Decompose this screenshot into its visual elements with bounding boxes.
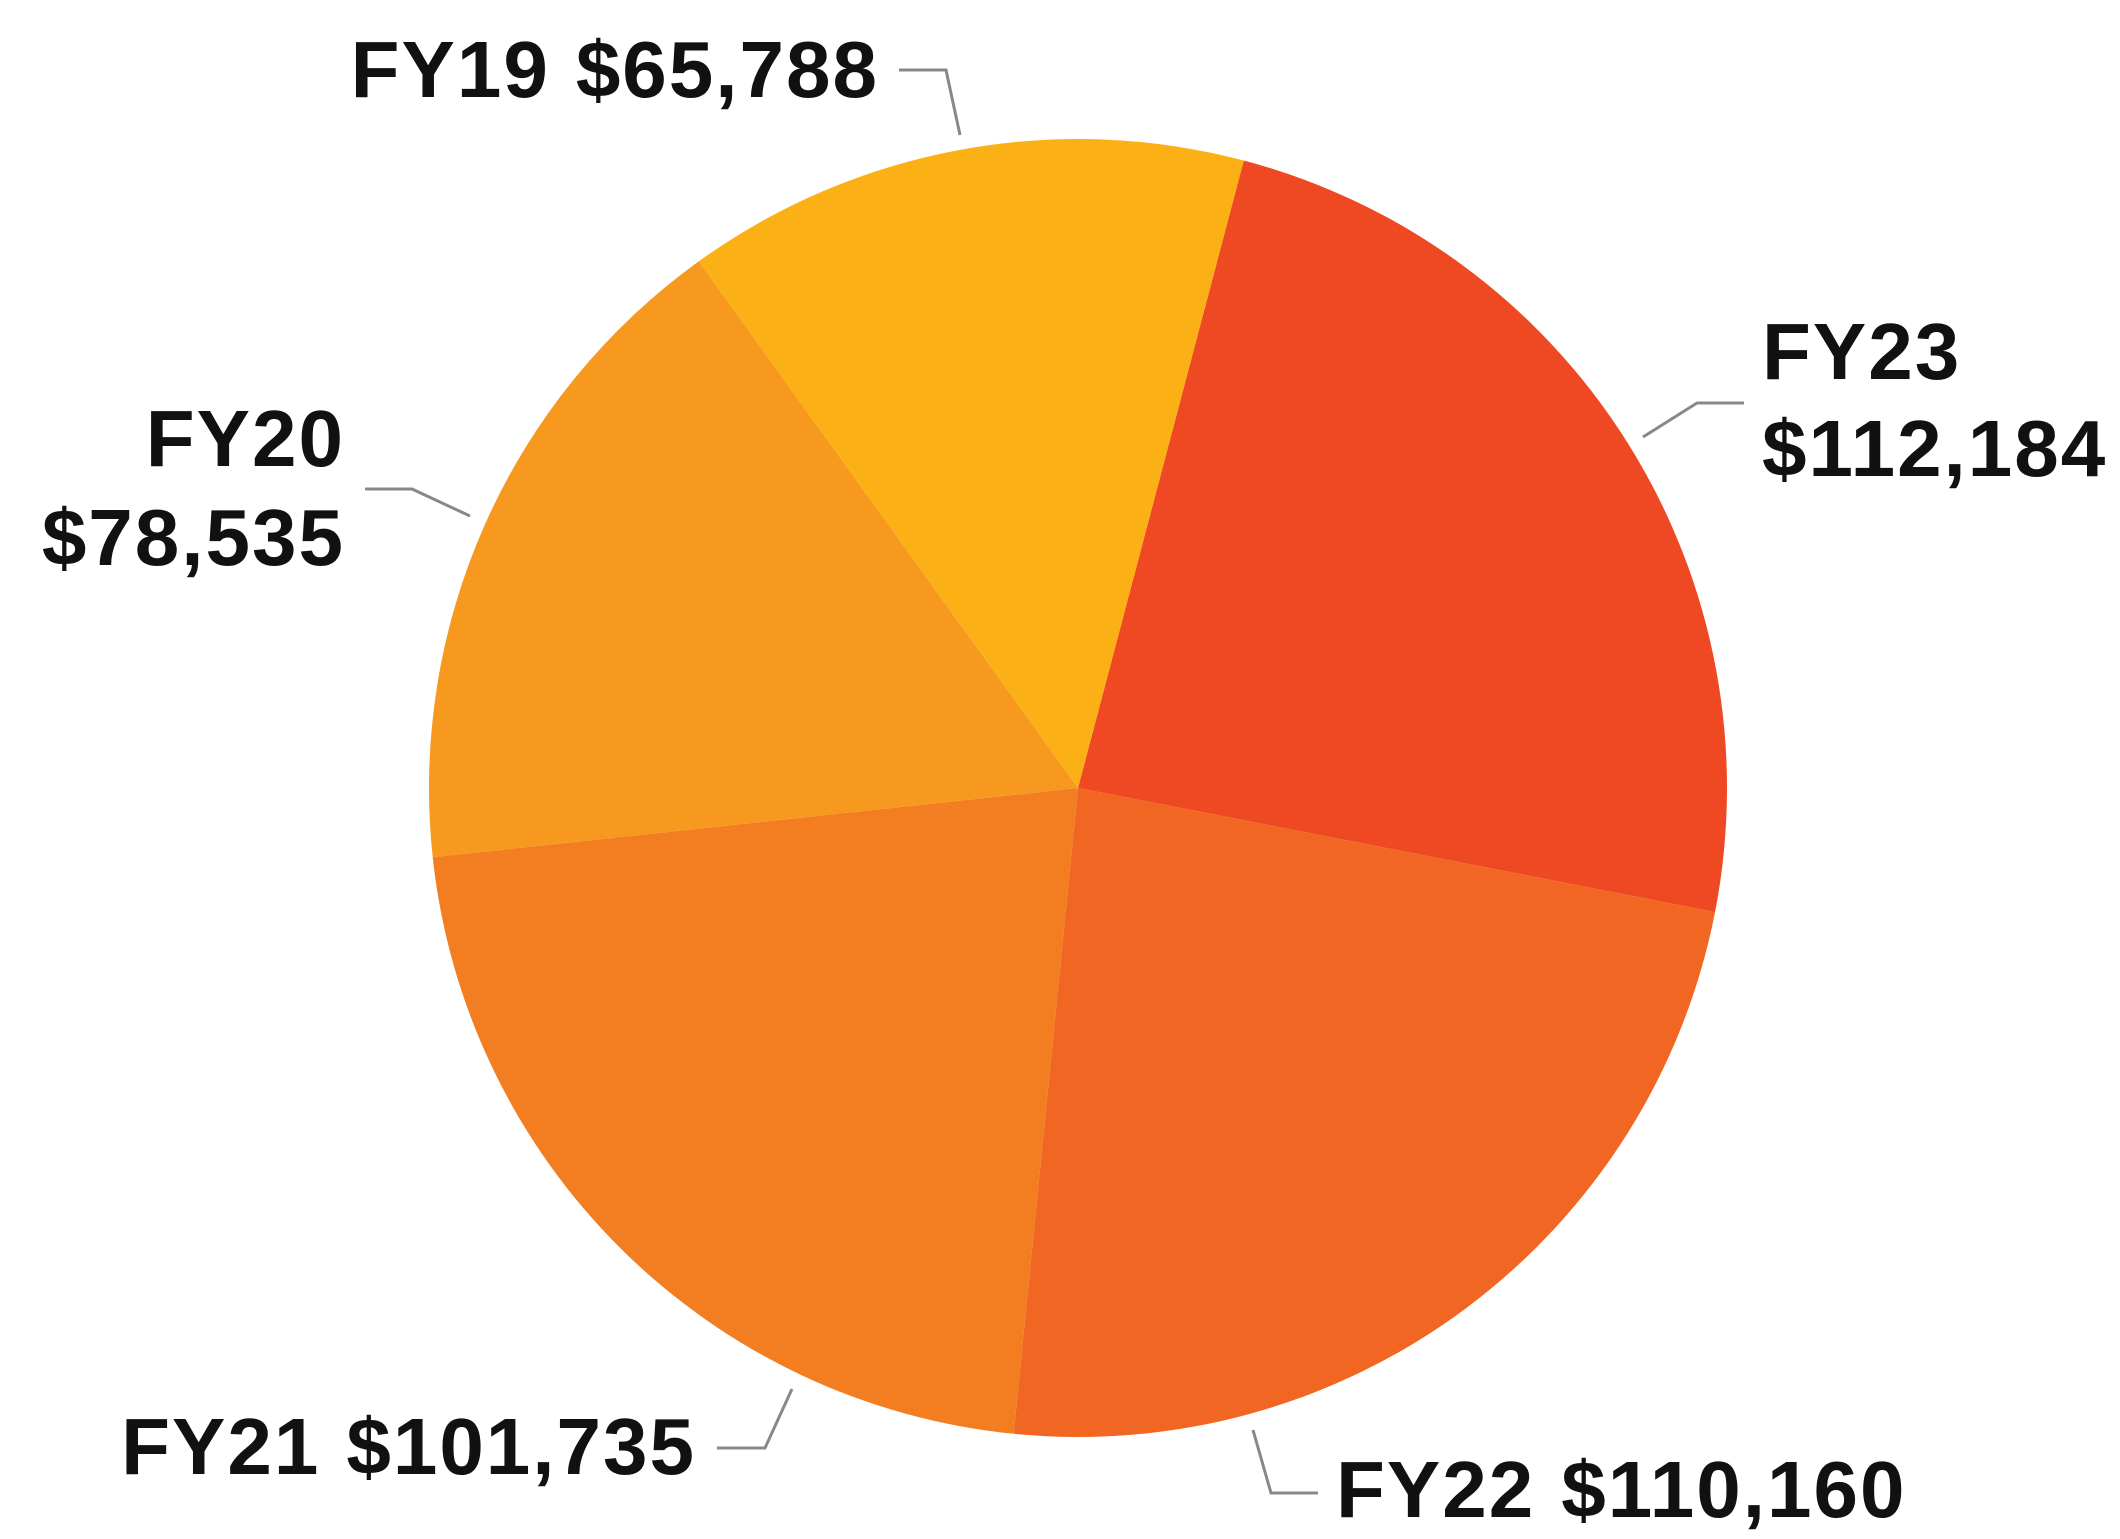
- category-label: FY23: [1762, 307, 1961, 396]
- value-label: $112,184: [1762, 404, 2107, 493]
- leader-line: [899, 68, 962, 136]
- value-label: $110,160: [1561, 1445, 1906, 1534]
- value-label: $101,735: [346, 1402, 696, 1491]
- slice-label: $78,535: [42, 493, 345, 582]
- slice-label: FY20: [146, 394, 345, 483]
- slice-label: FY21 $101,735: [121, 1402, 696, 1491]
- slice-label: FY22 $110,160: [1336, 1445, 1906, 1534]
- leader-line: [1251, 1429, 1318, 1495]
- slice-label: FY23: [1762, 307, 1961, 396]
- pie-slice: [429, 261, 1078, 858]
- leader-line: [1642, 401, 1744, 439]
- category-label: FY21: [121, 1402, 320, 1491]
- value-label: $65,788: [576, 25, 879, 114]
- category-label: FY22: [1336, 1445, 1535, 1534]
- category-label: FY19: [351, 25, 550, 114]
- slice-label: $112,184: [1762, 404, 2107, 493]
- pie-slice: [1078, 160, 1727, 913]
- leader-line: [365, 487, 471, 518]
- pie-slice: [698, 139, 1244, 788]
- pie-slice: [1013, 788, 1716, 1438]
- leader-line: [717, 1388, 794, 1450]
- slice-label: FY19 $65,788: [351, 25, 879, 114]
- value-label: $78,535: [42, 493, 345, 582]
- category-label: FY20: [146, 394, 345, 483]
- pie-slice: [432, 788, 1079, 1434]
